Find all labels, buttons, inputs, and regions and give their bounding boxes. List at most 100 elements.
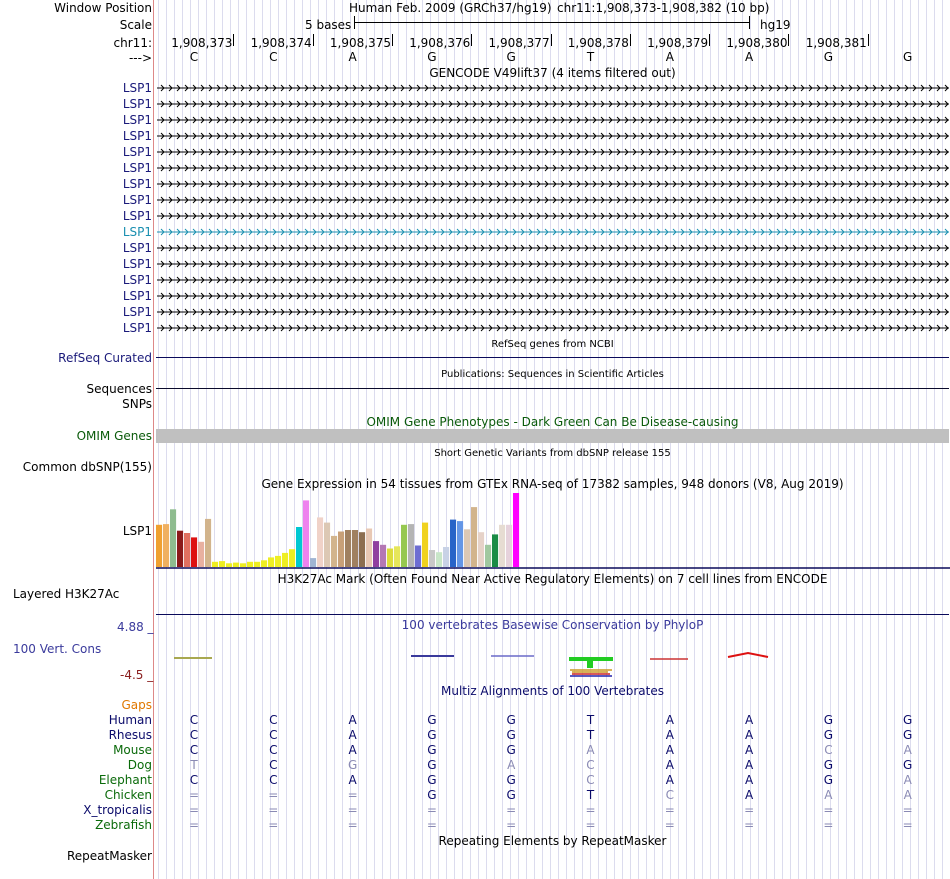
- gtex-tissue-bar[interactable]: [464, 529, 471, 567]
- gencode-transcript[interactable]: [157, 83, 949, 93]
- gtex-tissue-bar[interactable]: [233, 562, 240, 567]
- refseq-gene-line[interactable]: [156, 357, 949, 358]
- h3k27ac-track-title[interactable]: H3K27Ac Mark (Often Found Near Active Re…: [277, 572, 828, 586]
- gencode-transcript[interactable]: [157, 275, 949, 285]
- gencode-gene-label[interactable]: LSP1: [122, 113, 152, 127]
- gtex-tissue-bar[interactable]: [254, 561, 261, 567]
- gtex-tissue-bar[interactable]: [478, 532, 485, 567]
- gtex-tissue-bar[interactable]: [296, 527, 303, 567]
- repeatmasker-track-title[interactable]: Repeating Elements by RepeatMasker: [438, 834, 667, 848]
- refseq-track-label[interactable]: RefSeq Curated: [58, 351, 152, 365]
- gencode-gene-label[interactable]: LSP1: [122, 145, 152, 159]
- gtex-tissue-bar[interactable]: [408, 524, 415, 567]
- gencode-transcript[interactable]: [157, 131, 949, 141]
- gencode-transcript[interactable]: [157, 307, 949, 317]
- gtex-tissue-bar[interactable]: [205, 518, 212, 567]
- gtex-tissue-bar[interactable]: [303, 500, 310, 567]
- gtex-tissue-bar[interactable]: [219, 561, 226, 567]
- gencode-gene-label[interactable]: LSP1: [122, 225, 152, 239]
- gtex-tissue-bar[interactable]: [338, 531, 345, 568]
- multiz-species-label[interactable]: Mouse: [113, 743, 152, 757]
- gencode-gene-label[interactable]: LSP1: [122, 321, 152, 335]
- gtex-tissue-bar[interactable]: [394, 546, 401, 567]
- gtex-tissue-bar[interactable]: [352, 530, 359, 567]
- gtex-tissue-bar[interactable]: [240, 563, 247, 567]
- gtex-bar-chart[interactable]: [156, 492, 950, 570]
- gencode-transcript[interactable]: [157, 99, 949, 109]
- gtex-tissue-bar[interactable]: [184, 533, 191, 567]
- publications-track-title[interactable]: Publications: Sequences in Scientific Ar…: [441, 369, 664, 380]
- gtex-tissue-bar[interactable]: [366, 528, 373, 568]
- gtex-track-title[interactable]: Gene Expression in 54 tissues from GTEx …: [261, 477, 844, 491]
- publications-line[interactable]: [156, 388, 949, 389]
- gencode-transcript[interactable]: [157, 147, 949, 157]
- gtex-tissue-bar[interactable]: [373, 541, 380, 567]
- omim-track-title[interactable]: OMIM Gene Phenotypes - Dark Green Can Be…: [366, 415, 739, 429]
- h3k27ac-track-label[interactable]: Layered H3K27Ac: [13, 587, 120, 601]
- gtex-tissue-bar[interactable]: [506, 524, 513, 567]
- gencode-gene-label[interactable]: LSP1: [122, 273, 152, 287]
- gtex-tissue-bar[interactable]: [177, 530, 184, 567]
- gtex-tissue-bar[interactable]: [429, 550, 436, 567]
- dbsnp-track-title[interactable]: Short Genetic Variants from dbSNP releas…: [434, 448, 671, 459]
- gencode-transcript[interactable]: [157, 115, 949, 125]
- dbsnp-track-label[interactable]: Common dbSNP(155): [22, 460, 152, 474]
- gtex-tissue-bar[interactable]: [387, 548, 394, 568]
- gtex-tissue-bar[interactable]: [436, 552, 443, 567]
- multiz-species-label[interactable]: Human: [108, 713, 152, 727]
- gencode-gene-label[interactable]: LSP1: [122, 257, 152, 271]
- gtex-tissue-bar[interactable]: [499, 524, 506, 567]
- gtex-tissue-bar[interactable]: [212, 561, 219, 567]
- phylop-track-title[interactable]: 100 vertebrates Basewise Conservation by…: [401, 618, 704, 632]
- gtex-tissue-bar[interactable]: [156, 524, 163, 567]
- gtex-tissue-bar[interactable]: [310, 558, 317, 567]
- gencode-transcript[interactable]: [157, 211, 949, 221]
- multiz-species-label[interactable]: Rhesus: [108, 728, 152, 742]
- gencode-gene-label[interactable]: LSP1: [122, 129, 152, 143]
- gtex-tissue-bar[interactable]: [422, 522, 429, 567]
- gencode-transcript[interactable]: [157, 163, 949, 173]
- gtex-tissue-bar[interactable]: [268, 557, 275, 567]
- multiz-species-label[interactable]: Elephant: [98, 773, 152, 787]
- omim-track-label[interactable]: OMIM Genes: [76, 429, 152, 443]
- gencode-transcript[interactable]: [157, 179, 949, 189]
- gtex-tissue-bar[interactable]: [492, 534, 499, 567]
- gencode-track-title[interactable]: GENCODE V49lift37 (4 items filtered out): [429, 66, 676, 80]
- gencode-gene-label[interactable]: LSP1: [122, 81, 152, 95]
- gencode-transcript[interactable]: [157, 227, 949, 237]
- gtex-tissue-bar[interactable]: [324, 522, 331, 567]
- gtex-tissue-bar[interactable]: [247, 561, 254, 567]
- gencode-transcript[interactable]: [157, 243, 949, 253]
- gtex-tissue-bar[interactable]: [380, 544, 387, 567]
- gencode-gene-label[interactable]: LSP1: [122, 177, 152, 191]
- gtex-tissue-bar[interactable]: [170, 509, 177, 567]
- gencode-transcript[interactable]: [157, 259, 949, 269]
- gencode-gene-label[interactable]: LSP1: [122, 289, 152, 303]
- gtex-tissue-bar[interactable]: [471, 507, 478, 567]
- gtex-tissue-bar[interactable]: [485, 544, 492, 567]
- multiz-species-label[interactable]: Zebrafish: [95, 818, 152, 832]
- gencode-gene-label[interactable]: LSP1: [122, 209, 152, 223]
- gtex-tissue-bar[interactable]: [345, 530, 352, 567]
- gtex-tissue-bar[interactable]: [450, 519, 457, 567]
- gencode-gene-label[interactable]: LSP1: [122, 305, 152, 319]
- gtex-track-label[interactable]: LSP1: [122, 524, 152, 538]
- gtex-tissue-bar[interactable]: [359, 532, 366, 567]
- gencode-gene-label[interactable]: LSP1: [122, 193, 152, 207]
- gtex-tissue-bar[interactable]: [331, 535, 338, 567]
- gtex-tissue-bar[interactable]: [289, 549, 296, 567]
- gencode-gene-label[interactable]: LSP1: [122, 97, 152, 111]
- gtex-tissue-bar[interactable]: [275, 555, 282, 567]
- gtex-tissue-bar[interactable]: [513, 493, 520, 567]
- gtex-tissue-bar[interactable]: [457, 521, 464, 567]
- gtex-tissue-bar[interactable]: [282, 552, 289, 567]
- gtex-tissue-bar[interactable]: [401, 524, 408, 567]
- repeatmasker-track-label[interactable]: RepeatMasker: [66, 849, 152, 863]
- omim-gene-block[interactable]: [156, 429, 949, 443]
- multiz-species-label[interactable]: Chicken: [104, 788, 152, 802]
- gencode-transcript[interactable]: [157, 195, 949, 205]
- gtex-tissue-bar[interactable]: [163, 524, 170, 567]
- gencode-transcript[interactable]: [157, 291, 949, 301]
- gtex-tissue-bar[interactable]: [261, 560, 268, 567]
- sequences-track-label[interactable]: Sequences: [86, 382, 152, 396]
